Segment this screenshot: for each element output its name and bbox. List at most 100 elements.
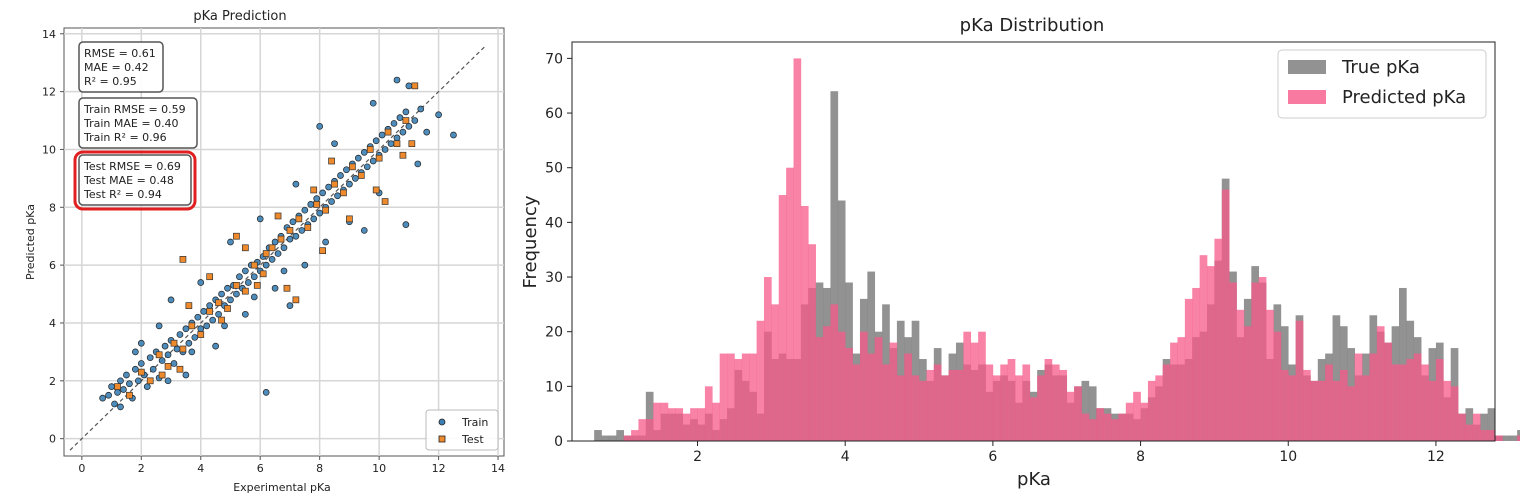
metric-rmse: RMSE = 0.61 xyxy=(84,47,156,60)
scatter-point-test xyxy=(197,331,205,338)
scatter-point-train xyxy=(182,371,190,379)
scatter-point-test xyxy=(283,284,291,292)
scatter-point-train xyxy=(242,310,249,318)
predicted-pka-bar xyxy=(1081,413,1090,441)
predicted-pka-bar xyxy=(682,413,691,441)
scatter-point-train xyxy=(185,339,193,347)
predicted-pka-bar xyxy=(1480,430,1488,441)
predicted-pka-bar xyxy=(1088,419,1097,441)
scatter-point-test xyxy=(137,368,145,376)
scatter-point-train xyxy=(435,111,442,119)
scatter-ticks: 0 2 4 6 8 10 12 14 0 2 4 6 8 10 12 14 xyxy=(42,28,505,475)
scatter-y-label: Predicted pKa xyxy=(24,204,37,280)
scatter-point-train xyxy=(402,221,410,228)
predicted-pka-bar xyxy=(859,331,868,441)
predicted-pka-bar xyxy=(756,320,765,441)
scatter-point-train xyxy=(132,348,139,356)
scatter-point-train xyxy=(200,308,208,315)
predicted-pka-bar xyxy=(1229,282,1237,441)
scatter-point-test xyxy=(253,282,261,289)
scatter-point-test xyxy=(372,186,380,194)
predicted-pka-bar xyxy=(1339,369,1348,441)
scatter-point-test xyxy=(402,117,410,124)
predicted-pka-bar xyxy=(904,353,912,441)
scatter-point-train xyxy=(328,198,335,205)
true-pka-bar xyxy=(1487,408,1496,441)
true-pka-bar xyxy=(1332,315,1341,441)
scatter-point-train xyxy=(149,365,157,373)
predicted-pka-bar xyxy=(704,386,713,441)
scatter-point-train xyxy=(414,160,422,168)
scatter-point-train xyxy=(292,232,300,240)
predicted-pka-bar xyxy=(667,408,676,441)
true-pka-bar xyxy=(1088,386,1097,441)
scatter-point-test xyxy=(381,198,389,205)
predicted-pka-bar xyxy=(712,402,720,441)
predicted-pka-bar xyxy=(1317,380,1326,441)
scatter-point-train xyxy=(215,310,222,318)
scatter-y-tick-label: 4 xyxy=(49,317,56,330)
scatter-point-test xyxy=(328,157,335,165)
predicted-pka-bar xyxy=(1207,266,1215,441)
histogram-legend: True pKa Predicted pKa xyxy=(1277,49,1487,119)
legend-true-label: True pKa xyxy=(1341,57,1420,78)
scatter-point-train xyxy=(337,172,344,179)
scatter-point-train xyxy=(286,302,294,309)
predicted-pka-bar xyxy=(1140,402,1149,441)
predicted-pka-bar xyxy=(1435,359,1444,441)
scatter-point-train xyxy=(137,360,145,367)
predicted-pka-bar xyxy=(734,359,743,441)
predicted-pka-bar xyxy=(1221,189,1230,441)
scatter-point-train xyxy=(289,218,297,226)
scatter-point-train xyxy=(292,180,300,188)
scatter-point-train xyxy=(137,339,145,347)
predicted-pka-bar xyxy=(727,353,735,441)
scatter-point-train xyxy=(161,342,169,350)
predicted-pka-bar xyxy=(1413,353,1422,441)
predicted-pka-bar xyxy=(675,408,684,441)
scatter-point-test xyxy=(215,299,222,307)
scatter-point-test xyxy=(340,189,347,197)
metric-test-rmse: Test RMSE = 0.69 xyxy=(83,160,181,173)
scatter-point-train xyxy=(206,302,214,309)
histogram-y-tick-label: 30 xyxy=(545,270,563,286)
scatter-point-train xyxy=(381,146,389,153)
scatter-point-test xyxy=(250,261,258,269)
scatter-point-test xyxy=(346,215,353,223)
histogram-x-tick-label: 8 xyxy=(1136,449,1145,465)
scatter-x-label: Experimental pKa xyxy=(233,481,331,494)
scatter-point-test xyxy=(286,227,294,234)
predicted-pka-bar xyxy=(1443,380,1451,441)
scatter-point-train xyxy=(224,284,231,292)
true-pka-bar xyxy=(601,435,610,441)
histogram-x-tick-label: 2 xyxy=(693,449,702,465)
scatter-point-train xyxy=(301,206,309,214)
scatter-point-train xyxy=(369,99,377,107)
scatter-point-train xyxy=(111,400,118,408)
predicted-pka-bar xyxy=(874,337,883,441)
predicted-pka-bar xyxy=(1015,375,1023,441)
histogram-x-tick-label: 10 xyxy=(1279,449,1297,465)
scatter-point-train xyxy=(280,244,288,252)
scatter-point-test xyxy=(304,224,312,231)
histogram-y-tick-label: 10 xyxy=(545,379,563,395)
scatter-point-train xyxy=(343,166,350,174)
scatter-point-test xyxy=(357,172,365,179)
scatter-point-test xyxy=(295,215,303,223)
predicted-pka-bar xyxy=(778,195,787,441)
predicted-pka-bar xyxy=(1118,413,1127,441)
scatter-point-train xyxy=(227,296,234,304)
scatter-point-train xyxy=(363,163,371,171)
scatter-point-train xyxy=(331,140,338,148)
predicted-pka-bar xyxy=(1037,375,1045,441)
scatter-point-test xyxy=(268,244,276,252)
true-pka-bar xyxy=(1502,435,1511,441)
scatter-point-test xyxy=(331,180,338,188)
predicted-pka-bar xyxy=(1133,391,1141,441)
histogram-x-tick-label: 12 xyxy=(1427,449,1445,465)
scatter-point-train xyxy=(310,215,318,223)
predicted-pka-bar xyxy=(1295,320,1304,441)
scatter-y-tick-label: 2 xyxy=(49,375,56,388)
